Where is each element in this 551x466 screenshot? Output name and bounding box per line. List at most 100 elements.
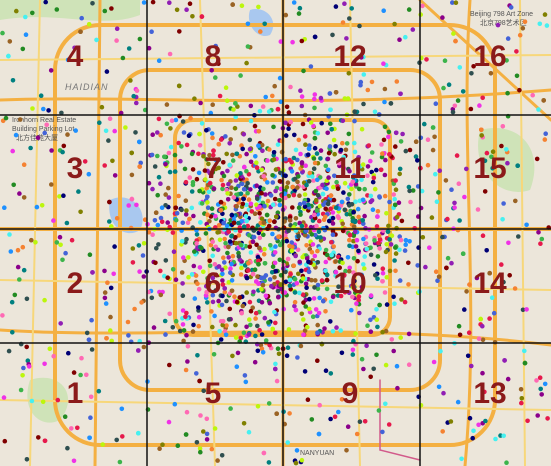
point — [316, 229, 322, 235]
point — [210, 324, 215, 330]
point — [15, 264, 21, 270]
point — [301, 317, 306, 322]
point — [392, 21, 397, 27]
point — [153, 210, 159, 215]
point — [398, 91, 403, 97]
point — [167, 169, 173, 175]
place-label: Ironhorn Real Estate — [12, 117, 76, 124]
road — [0, 88, 551, 103]
point — [241, 196, 246, 202]
point — [480, 233, 486, 238]
point — [340, 277, 345, 283]
point — [375, 276, 380, 282]
water — [248, 9, 274, 36]
point — [196, 323, 201, 329]
point — [150, 132, 155, 137]
point — [420, 3, 425, 9]
point — [104, 336, 109, 341]
point — [251, 289, 256, 295]
point — [277, 257, 283, 263]
point — [267, 218, 273, 223]
point — [49, 148, 54, 153]
point — [349, 307, 354, 313]
point — [231, 195, 237, 200]
point — [327, 144, 333, 149]
point — [245, 44, 251, 49]
point — [134, 88, 140, 93]
point — [213, 43, 218, 49]
point — [408, 199, 413, 205]
point — [170, 230, 176, 235]
point — [357, 310, 362, 316]
point — [256, 4, 261, 10]
point — [199, 14, 205, 19]
point — [293, 253, 298, 259]
point — [241, 132, 247, 137]
point — [129, 150, 134, 156]
point — [141, 274, 147, 279]
point — [342, 180, 348, 186]
point — [333, 273, 338, 279]
point — [318, 95, 324, 101]
point — [436, 274, 442, 280]
point — [133, 130, 138, 135]
point — [344, 211, 350, 217]
point — [306, 179, 312, 184]
point — [189, 205, 195, 211]
point — [273, 320, 278, 326]
point — [391, 294, 396, 300]
point — [109, 224, 114, 229]
point — [295, 179, 300, 185]
point — [320, 182, 325, 188]
point — [524, 307, 529, 312]
point — [308, 64, 314, 69]
point — [359, 126, 365, 132]
point — [190, 182, 196, 188]
point — [306, 269, 312, 275]
point — [352, 140, 357, 146]
point — [255, 348, 261, 354]
point — [266, 460, 272, 465]
point — [166, 150, 172, 156]
point — [330, 215, 336, 221]
point — [220, 282, 226, 287]
point — [212, 262, 218, 267]
point — [184, 409, 190, 415]
point — [445, 216, 450, 222]
point — [393, 144, 398, 149]
point — [535, 413, 540, 418]
point — [233, 178, 239, 183]
point — [140, 253, 146, 258]
point — [364, 343, 369, 349]
point — [165, 275, 170, 281]
point — [347, 265, 353, 271]
point — [384, 275, 390, 280]
point — [220, 278, 225, 283]
point — [199, 201, 205, 206]
point — [267, 277, 273, 282]
point — [489, 154, 494, 160]
point — [313, 232, 318, 238]
point — [386, 223, 391, 229]
point — [156, 174, 162, 180]
point — [474, 275, 480, 281]
point — [312, 145, 318, 151]
point — [109, 338, 114, 344]
point — [410, 188, 416, 193]
point — [217, 93, 223, 99]
point — [230, 253, 236, 259]
point — [242, 164, 247, 170]
point — [223, 332, 229, 338]
point — [192, 249, 197, 254]
point — [273, 188, 278, 194]
point — [219, 267, 225, 273]
point — [108, 328, 113, 333]
point — [226, 244, 231, 250]
point — [260, 282, 266, 288]
point — [196, 170, 202, 176]
point — [290, 184, 296, 190]
point — [232, 125, 238, 131]
point — [210, 239, 215, 244]
point — [541, 98, 546, 103]
point — [331, 184, 336, 190]
